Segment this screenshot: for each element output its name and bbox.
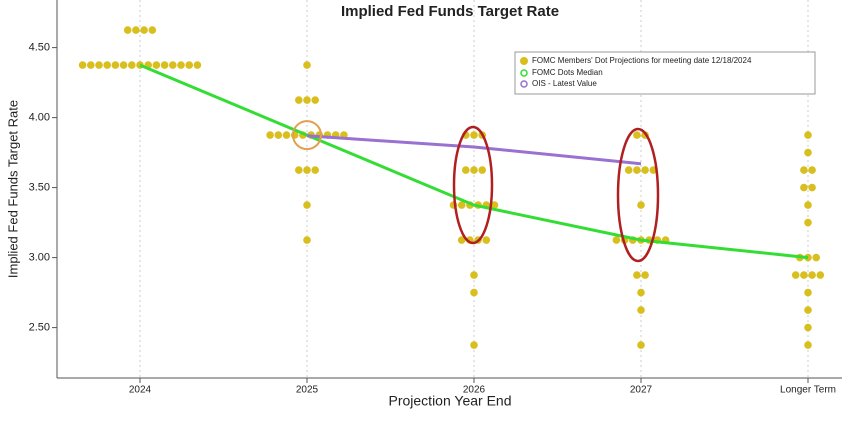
x-tick-label: 2027	[630, 385, 653, 396]
dot	[169, 61, 177, 69]
dot	[103, 61, 111, 69]
dot	[470, 288, 478, 297]
legend-label: OIS - Latest Value	[532, 79, 597, 88]
dot	[87, 61, 95, 69]
dot	[633, 271, 641, 279]
chart-title: Implied Fed Funds Target Rate	[341, 3, 559, 20]
dot	[311, 166, 320, 174]
dot	[637, 201, 645, 209]
dot	[303, 96, 311, 104]
dot	[185, 61, 193, 69]
highlight-circle	[292, 120, 322, 151]
dot	[800, 166, 808, 174]
dot	[78, 61, 87, 69]
dot	[295, 166, 303, 174]
y-tick-label: 4.50	[29, 42, 50, 54]
dot	[816, 271, 825, 279]
series-line	[306, 134, 642, 166]
dot	[303, 166, 311, 174]
y-tick-label: 3.00	[29, 252, 50, 264]
dot	[812, 253, 820, 262]
dot	[804, 131, 812, 139]
dot	[808, 271, 816, 279]
x-tick-label: 2025	[296, 385, 319, 396]
dot	[111, 61, 120, 69]
dot	[804, 148, 812, 157]
dot	[193, 61, 202, 69]
dot	[478, 166, 487, 174]
dot	[132, 26, 140, 34]
dot	[804, 288, 812, 297]
dot	[152, 61, 161, 69]
legend-swatch	[520, 80, 528, 88]
dot	[95, 61, 103, 69]
dot	[311, 96, 320, 104]
x-tick-label: 2024	[129, 385, 152, 396]
dot	[808, 166, 816, 174]
dot	[123, 26, 132, 34]
dot	[266, 131, 274, 139]
dot	[457, 236, 466, 244]
dot	[303, 236, 311, 244]
dot	[641, 166, 649, 174]
dot	[303, 201, 311, 209]
dot	[119, 61, 128, 69]
dot	[804, 306, 812, 314]
dot	[295, 96, 303, 104]
dot	[612, 236, 621, 244]
dot	[791, 271, 800, 279]
dot	[804, 323, 812, 332]
dot	[624, 166, 633, 174]
y-tick-label: 2.50	[29, 322, 50, 334]
legend-box	[514, 51, 816, 95]
legend-label: FOMC Dots Median	[532, 68, 603, 77]
dot	[160, 61, 169, 69]
dot	[804, 201, 812, 209]
dot	[637, 341, 645, 349]
dot	[804, 341, 812, 349]
x-tick-label: Longer Term	[780, 385, 836, 396]
dot	[457, 201, 466, 209]
legend-label: FOMC Members' Dot Projections for meetin…	[532, 56, 752, 65]
dot	[470, 166, 478, 174]
dot	[637, 306, 645, 314]
dot	[274, 131, 283, 139]
dot	[177, 61, 185, 69]
dot	[804, 218, 812, 227]
dot	[808, 183, 816, 192]
y-tick-label: 4.00	[29, 112, 50, 124]
y-tick-label: 3.50	[29, 182, 50, 194]
dot	[637, 288, 645, 297]
dot	[633, 166, 641, 174]
highlight-ellipse	[616, 127, 660, 263]
x-tick-label: 2026	[463, 385, 486, 396]
dot	[800, 271, 808, 279]
dot	[490, 201, 499, 209]
dot	[633, 131, 641, 139]
dot	[282, 131, 291, 139]
dot	[140, 26, 148, 34]
dot	[470, 131, 478, 139]
dot	[641, 271, 649, 279]
dot	[462, 166, 470, 174]
dot	[128, 61, 136, 69]
dot	[482, 236, 491, 244]
highlight-ellipse	[452, 125, 494, 245]
y-axis-label: Implied Fed Funds Target Rate	[5, 100, 20, 278]
dot	[470, 341, 478, 349]
legend-swatch	[520, 57, 528, 65]
dot	[800, 183, 808, 192]
dot	[303, 61, 311, 69]
dot	[470, 271, 478, 279]
series-line	[139, 63, 809, 260]
dot	[148, 26, 157, 34]
legend-swatch	[520, 69, 528, 77]
x-axis-label: Projection Year End	[389, 393, 512, 409]
